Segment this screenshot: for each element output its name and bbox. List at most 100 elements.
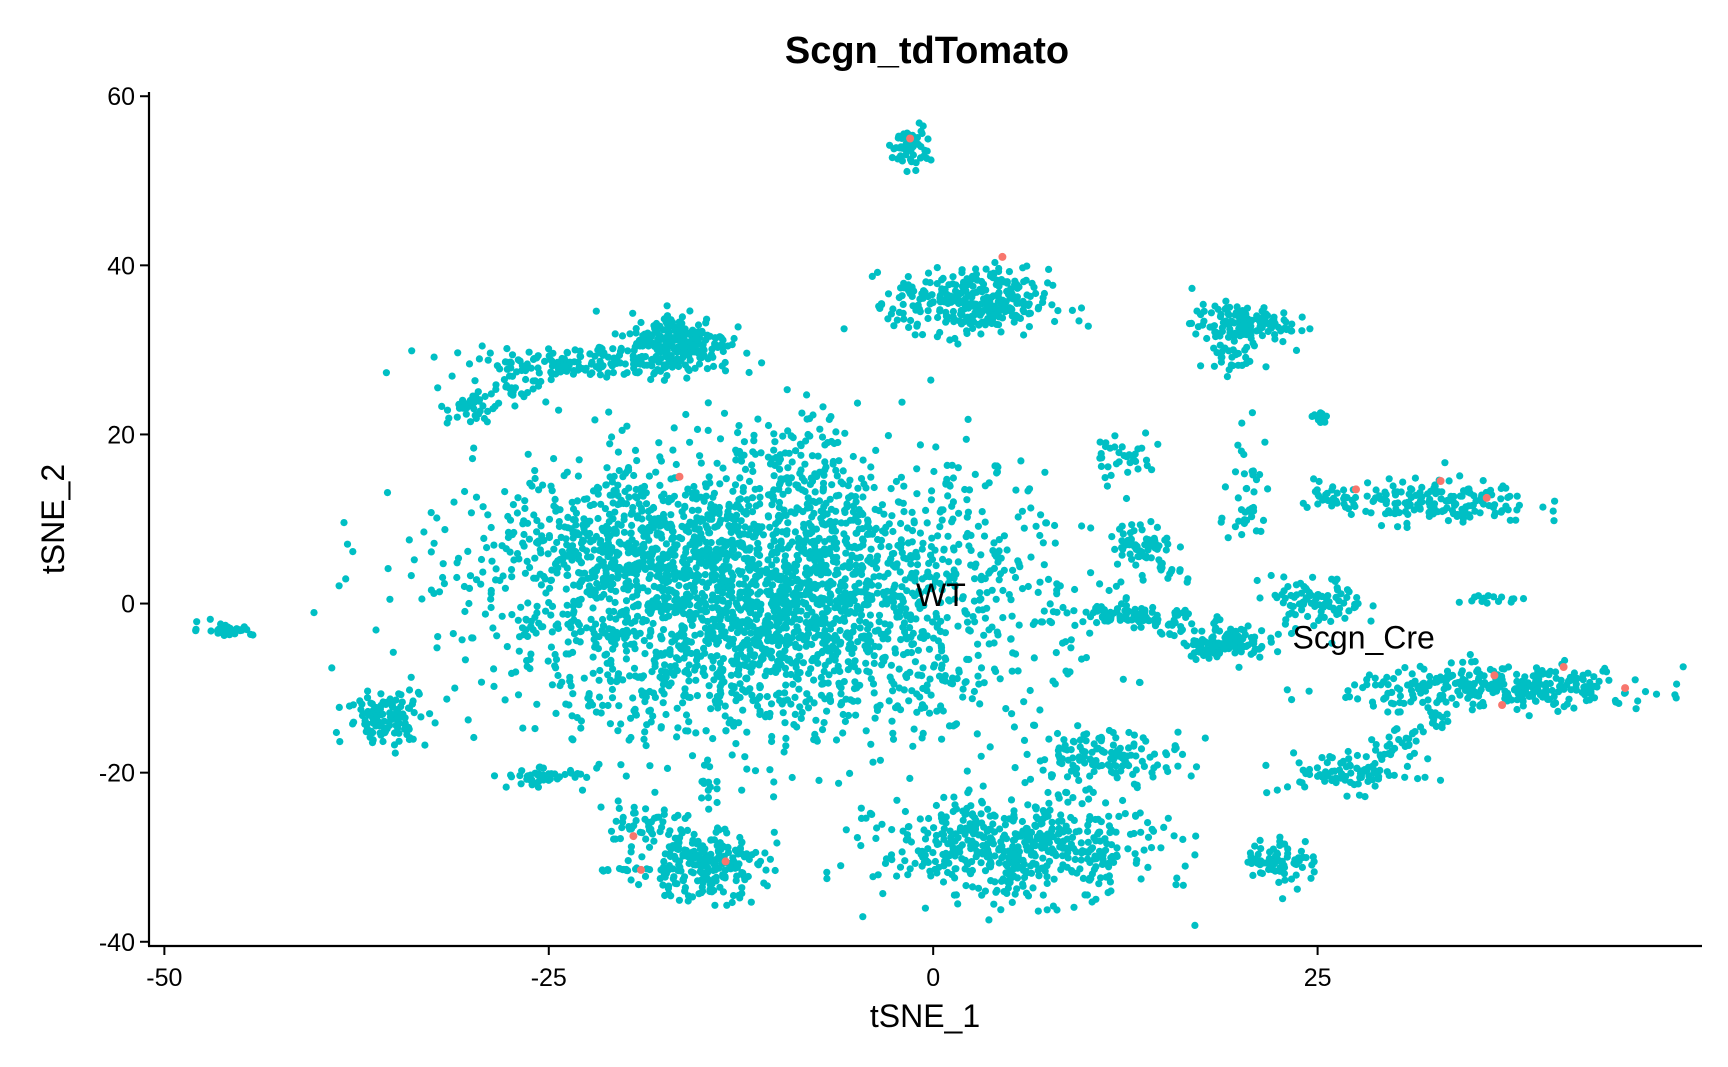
data-point (1328, 767, 1336, 776)
data-point (678, 630, 687, 638)
data-point (822, 643, 831, 651)
data-point (827, 505, 836, 513)
data-point (774, 512, 783, 521)
data-point (1237, 312, 1245, 321)
data-point (1160, 823, 1168, 832)
data-point (640, 482, 648, 491)
data-point (897, 519, 905, 528)
data-point (1455, 598, 1463, 606)
data-point (1128, 555, 1136, 563)
data-point (909, 742, 917, 750)
data-point (1040, 607, 1048, 615)
data-point (866, 621, 874, 629)
data-point (896, 568, 904, 576)
data-point (1403, 762, 1411, 771)
data-point (714, 342, 722, 350)
data-point (642, 500, 651, 508)
data-point (728, 341, 736, 349)
data-point (709, 362, 718, 370)
data-point (1071, 621, 1079, 630)
data-point (571, 346, 579, 354)
data-point (578, 786, 587, 794)
data-point (441, 526, 449, 534)
data-point (1491, 501, 1499, 509)
data-point (618, 332, 627, 340)
data-point (542, 607, 550, 615)
data-point (824, 584, 832, 592)
data-point (964, 415, 972, 423)
data-point (1532, 664, 1541, 672)
data-point (408, 347, 416, 355)
data-point (863, 636, 871, 644)
data-point (887, 661, 896, 669)
data-point (646, 706, 655, 714)
data-point (705, 682, 713, 690)
data-point (1023, 291, 1031, 299)
data-point (908, 527, 917, 535)
data-point (810, 656, 818, 664)
data-point (765, 713, 774, 721)
data-point (891, 591, 899, 600)
data-point (711, 635, 719, 644)
data-point (866, 553, 874, 561)
data-point (672, 460, 680, 469)
data-point (624, 464, 633, 472)
data-point (545, 515, 554, 523)
data-point (800, 539, 808, 547)
data-point (618, 498, 626, 506)
data-point (853, 684, 861, 692)
data-point (851, 542, 859, 551)
data-point (946, 336, 954, 344)
data-point (918, 575, 927, 583)
data-point (696, 630, 704, 638)
data-point (903, 587, 911, 595)
data-point (820, 503, 828, 511)
data-point (880, 591, 888, 599)
data-point (876, 756, 885, 764)
data-point (981, 518, 989, 526)
data-point (918, 331, 927, 339)
data-point (1012, 311, 1020, 319)
data-point (558, 548, 566, 556)
data-point (1599, 667, 1607, 675)
data-point (756, 485, 764, 493)
data-point (1390, 675, 1398, 683)
data-point (977, 752, 985, 760)
data-point (1036, 531, 1044, 540)
data-point (842, 549, 850, 557)
data-point (745, 641, 753, 649)
data-point (751, 767, 760, 775)
data-point (1034, 588, 1042, 597)
data-point (796, 669, 804, 677)
data-point (803, 690, 811, 698)
data-point (776, 479, 784, 487)
data-point (997, 906, 1005, 914)
data-point (1424, 755, 1432, 763)
data-point (669, 533, 677, 542)
data-point (607, 656, 615, 665)
data-point (563, 349, 572, 357)
data-point (748, 494, 757, 502)
data-point (608, 685, 617, 694)
data-point (745, 477, 754, 485)
data-point (976, 700, 984, 708)
data-point (702, 583, 711, 592)
data-point (756, 588, 764, 596)
data-point (1469, 681, 1477, 689)
data-point (745, 502, 753, 510)
data-point (1504, 506, 1512, 514)
data-point (923, 632, 931, 640)
data-point (843, 503, 851, 511)
data-point (949, 515, 957, 523)
data-point (732, 691, 740, 699)
data-point (806, 554, 814, 562)
data-point (569, 602, 577, 610)
data-point (974, 522, 983, 530)
data-point (1216, 640, 1224, 649)
data-point (793, 551, 801, 560)
data-point (686, 356, 694, 364)
data-point (744, 623, 752, 631)
data-point (787, 700, 795, 708)
data-point (735, 719, 743, 727)
data-point (1048, 301, 1056, 309)
